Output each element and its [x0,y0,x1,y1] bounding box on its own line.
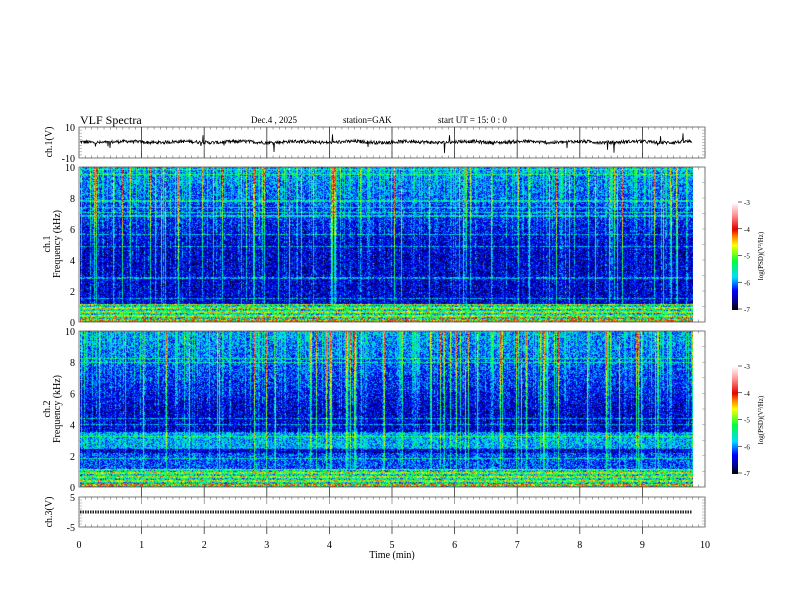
y-tick-label: 2 [70,287,75,298]
start-time-label: start UT = 15: 0 : 0 [438,115,507,125]
colorbar-tick-label: -7 [744,306,750,314]
y-tick-label: 4 [70,256,75,267]
spec2-ylabel: Frequency (kHz) [52,375,63,443]
x-tick-label: 10 [700,540,710,551]
y-tick-label: -10 [62,154,75,165]
colorbar-tick-label: -4 [744,226,750,234]
ch3-ylabel: ch.3(V) [44,497,55,528]
y-tick-label: 6 [70,389,75,400]
colorbar2-label: log(PSD)(V²/Hz) [757,395,765,444]
y-tick-label: 0 [70,483,75,494]
colorbar-tick-label: -6 [744,279,750,287]
spectrogram-ch1 [80,167,693,322]
station-label: station=GAK [343,115,392,125]
y-tick-label: 10 [65,327,75,338]
colorbar-tick-label: -5 [744,253,750,261]
colorbar-tick-label: -5 [744,417,750,425]
colorbar-tick-label: -3 [744,199,750,207]
y-tick-label: 0 [70,318,75,329]
y-tick-label: 8 [70,358,75,369]
x-tick-label: 6 [452,540,457,551]
x-tick-label: 1 [139,540,144,551]
colorbar-ch2 [732,366,738,474]
x-tick-label: 0 [77,540,82,551]
y-tick-label: 8 [70,194,75,205]
date-label: Dec.4 , 2025 [251,115,297,125]
colorbar-tick-label: -6 [744,443,750,451]
spec1-ylabel-top: ch.1 [42,236,53,253]
spectrogram-ch2 [80,331,693,487]
figure-title: VLF Spectra [80,113,142,127]
y-tick-label: 4 [70,421,75,432]
x-tick-label: 8 [577,540,582,551]
x-tick-label: 4 [327,540,332,551]
x-tick-label: 3 [264,540,269,551]
colorbar-tick-label: -4 [744,390,750,398]
x-axis-label: Time (min) [369,550,414,561]
panel-frame-2 [78,330,706,488]
y-tick-label: 10 [65,163,75,174]
y-tick-label: 10 [65,123,75,134]
y-tick-label: 5 [70,493,75,504]
colorbar-tick-label: -3 [744,363,750,371]
ch1-ylabel: ch.1(V) [44,127,55,158]
panel-frame-1 [78,166,706,323]
y-tick-label: 2 [70,452,75,463]
x-tick-label: 9 [640,540,645,551]
x-tick-label: 7 [515,540,520,551]
spec1-ylabel: Frequency (kHz) [52,210,63,278]
colorbar-tick-label: -7 [744,470,750,478]
colorbar1-label: log(PSD)(V²/Hz) [757,231,765,280]
ch1-waveform-line [79,133,693,154]
colorbar-ch1 [732,202,738,310]
x-tick-label: 5 [390,540,395,551]
y-tick-label: -5 [67,523,75,534]
spec2-ylabel-top: ch.2 [42,401,53,418]
x-tick-label: 2 [202,540,207,551]
y-tick-label: 6 [70,225,75,236]
